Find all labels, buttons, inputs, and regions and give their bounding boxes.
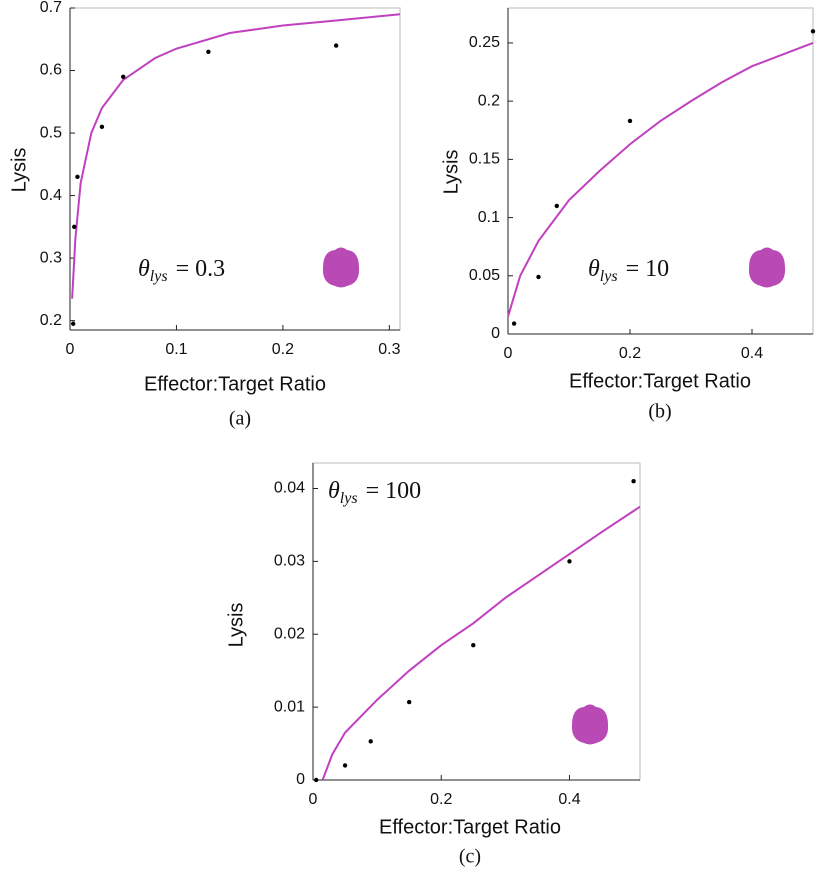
y-tick-label: 0.02 bbox=[274, 625, 305, 642]
caption: (c) bbox=[459, 846, 481, 868]
y-tick-label: 0 bbox=[296, 771, 305, 788]
data-point bbox=[72, 224, 77, 230]
caption: (b) bbox=[648, 401, 671, 423]
x-tick-label: 0.4 bbox=[741, 345, 763, 362]
annotation-subscript: lys bbox=[600, 268, 618, 285]
cell-icon bbox=[748, 247, 786, 288]
y-axis-label: Lysis bbox=[440, 150, 462, 195]
cell-icon bbox=[571, 704, 609, 745]
y-tick-label: 0.05 bbox=[469, 267, 500, 284]
annotation-symbol: θ bbox=[328, 478, 340, 504]
y-tick-label: 0.2 bbox=[478, 92, 500, 109]
x-tick-label: 0.2 bbox=[272, 341, 294, 358]
y-tick-label: 0 bbox=[491, 325, 500, 342]
data-point bbox=[342, 763, 348, 768]
y-tick-label: 0.2 bbox=[40, 312, 62, 329]
fit-curve bbox=[321, 505, 641, 781]
y-tick-label: 0.04 bbox=[274, 480, 305, 497]
x-tick-label: 0.2 bbox=[430, 791, 452, 808]
data-point bbox=[810, 29, 816, 34]
data-point bbox=[406, 699, 412, 705]
y-tick-label: 0.6 bbox=[40, 62, 62, 79]
x-tick-label: 0 bbox=[66, 341, 75, 358]
annotation-subscript: lys bbox=[340, 490, 358, 507]
data-point bbox=[511, 321, 517, 326]
y-tick-label: 0.7 bbox=[40, 0, 62, 16]
data-point bbox=[314, 777, 319, 783]
data-point bbox=[631, 479, 636, 484]
y-tick-label: 0.1 bbox=[478, 209, 500, 226]
annotation: θlys = 100 bbox=[328, 478, 421, 507]
annotation-text: = 100 bbox=[366, 478, 422, 504]
data-point bbox=[567, 559, 572, 564]
y-tick-label: 0.01 bbox=[274, 698, 305, 715]
annotation-text: = 10 bbox=[626, 256, 670, 282]
data-point bbox=[70, 321, 76, 326]
data-point bbox=[554, 203, 559, 209]
y-axis-label: Lysis bbox=[225, 603, 247, 648]
x-tick-label: 0.4 bbox=[558, 791, 580, 808]
x-axis-label: Effector:Target Ratio bbox=[379, 816, 561, 838]
y-tick-label: 0.25 bbox=[469, 34, 500, 51]
x-axis-label: Effector:Target Ratio bbox=[569, 370, 751, 392]
x-tick-label: 0 bbox=[504, 345, 513, 362]
x-axis-label: Effector:Target Ratio bbox=[144, 373, 326, 395]
y-tick-label: 0.4 bbox=[40, 187, 62, 204]
cell-icon bbox=[322, 247, 360, 288]
data-point bbox=[627, 118, 633, 124]
data-point bbox=[99, 124, 105, 129]
y-axis-label: Lysis bbox=[8, 148, 30, 193]
x-tick-label: 0.3 bbox=[378, 341, 400, 358]
data-point bbox=[333, 43, 339, 48]
y-tick-label: 0.5 bbox=[40, 124, 62, 141]
annotation: θlys = 10 bbox=[588, 256, 669, 285]
annotation-subscript: lys bbox=[150, 268, 168, 285]
annotation: θlys = 0.3 bbox=[138, 256, 225, 285]
y-tick-label: 0.3 bbox=[40, 249, 62, 266]
annotation-symbol: θ bbox=[588, 256, 600, 282]
annotation-symbol: θ bbox=[138, 256, 150, 282]
data-point bbox=[536, 274, 541, 280]
data-point bbox=[75, 174, 80, 180]
caption: (a) bbox=[229, 408, 251, 430]
x-tick-label: 0.2 bbox=[619, 345, 641, 362]
x-tick-label: 0 bbox=[309, 791, 318, 808]
data-point bbox=[206, 49, 211, 54]
y-tick-label: 0.15 bbox=[469, 151, 500, 168]
data-point bbox=[368, 739, 373, 744]
fit-curve bbox=[71, 13, 401, 299]
data-point bbox=[471, 642, 476, 648]
data-point bbox=[121, 74, 126, 79]
y-tick-label: 0.03 bbox=[274, 553, 305, 570]
annotation-text: = 0.3 bbox=[176, 256, 226, 282]
x-tick-label: 0.1 bbox=[165, 341, 187, 358]
fit-curve bbox=[507, 41, 814, 317]
